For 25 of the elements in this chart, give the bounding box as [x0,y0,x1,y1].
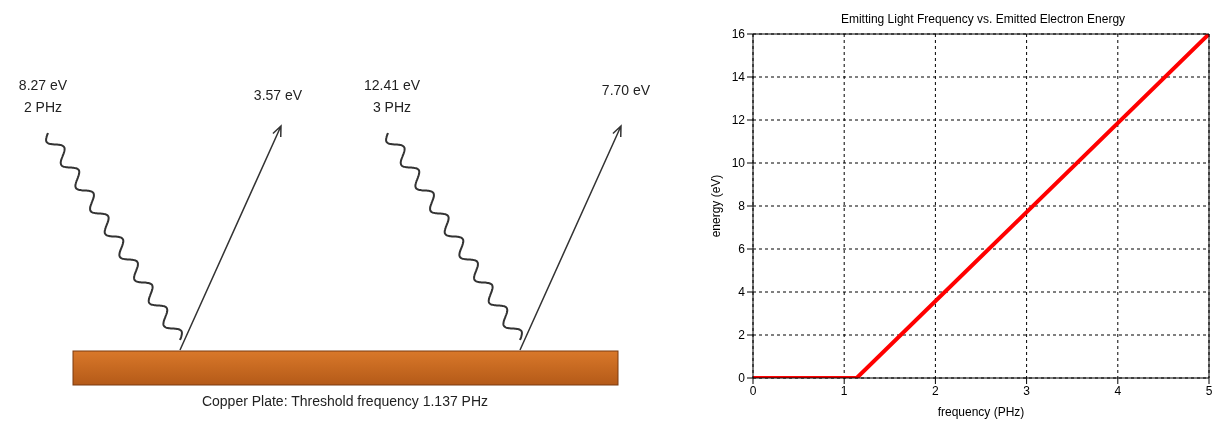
y-tick-label: 0 [738,371,746,386]
y-tick-label: 6 [738,242,746,257]
text: 2 PHz [23,99,63,115]
x-tick-label: 1 [840,383,848,398]
chart-title: Emitting Light Frequency vs. Emitted Electron Energy [839,12,1127,26]
y-tick-label: 4 [738,285,746,300]
y-tick-label: 10 [731,156,746,171]
text: Copper Plate: Threshold frequency 1.137 PHz [201,393,489,409]
y-tick-label: 12 [731,113,746,128]
y-axis-title: energy (eV) [709,174,724,238]
text: 7.70 eV [601,82,651,98]
y-tick-label: 16 [731,27,746,42]
x-tick-label: 3 [1023,383,1031,398]
y-tick-label: 2 [738,328,746,343]
x-tick-label: 5 [1205,383,1213,398]
y-tick-label: 14 [731,70,746,85]
text: 3.57 eV [253,87,303,103]
x-tick-label: 2 [932,383,940,398]
x-axis-title: frequency (PHz) [937,405,1025,419]
text: 3 PHz [372,99,412,115]
text: 12.41 eV [363,77,421,93]
x-tick-label: 4 [1114,383,1122,398]
y-tick-label: 8 [738,199,746,214]
x-tick-label: 0 [749,383,757,398]
text: 8.27 eV [18,77,68,93]
